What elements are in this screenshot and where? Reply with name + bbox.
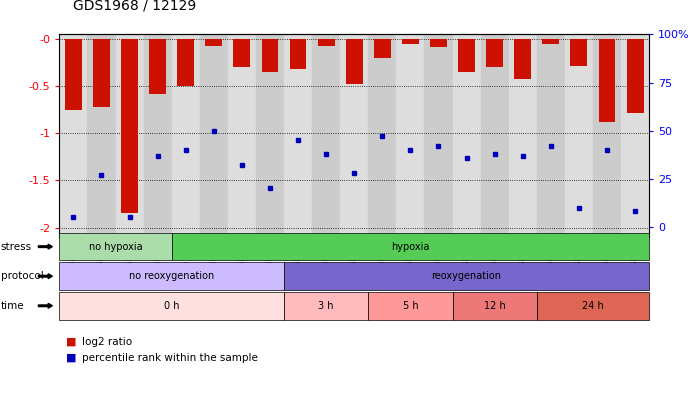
Text: 3 h: 3 h (318, 301, 334, 311)
Text: 5 h: 5 h (403, 301, 418, 311)
Bar (87, 34, 115, 237)
Bar (430, 39, 447, 47)
Bar (177, 39, 194, 86)
Bar (284, 34, 312, 237)
Bar (290, 39, 306, 69)
Bar (228, 34, 256, 237)
Bar (458, 39, 475, 72)
Bar (374, 39, 391, 58)
Bar (369, 34, 396, 237)
Bar (149, 39, 166, 94)
Bar (424, 34, 452, 237)
Bar (200, 34, 228, 237)
Bar (621, 34, 649, 237)
Bar (509, 34, 537, 237)
Bar (570, 39, 587, 66)
Text: log2 ratio: log2 ratio (82, 337, 132, 347)
Bar (144, 34, 172, 237)
Bar (542, 39, 559, 44)
Bar (93, 39, 110, 107)
Text: ■: ■ (66, 353, 77, 363)
Bar (256, 34, 284, 237)
Bar (65, 39, 82, 110)
Text: stress: stress (1, 242, 32, 252)
Bar (514, 39, 531, 79)
Bar (402, 39, 419, 44)
Bar (312, 34, 340, 237)
Text: reoxygenation: reoxygenation (431, 271, 502, 281)
Bar (318, 39, 334, 46)
Bar (262, 39, 279, 72)
Text: protocol: protocol (1, 271, 43, 281)
Bar (452, 34, 481, 237)
Text: 12 h: 12 h (484, 301, 505, 311)
Bar (396, 34, 424, 237)
Text: time: time (1, 301, 24, 311)
Bar (346, 39, 363, 84)
Bar (487, 39, 503, 67)
Bar (59, 34, 87, 237)
Text: 0 h: 0 h (164, 301, 179, 311)
Bar (205, 39, 222, 46)
Bar (565, 34, 593, 237)
Text: percentile rank within the sample: percentile rank within the sample (82, 353, 258, 363)
Bar (627, 39, 644, 113)
Text: no reoxygenation: no reoxygenation (129, 271, 214, 281)
Bar (599, 39, 616, 122)
Text: no hypoxia: no hypoxia (89, 242, 142, 252)
Text: ■: ■ (66, 337, 77, 347)
Bar (593, 34, 621, 237)
Bar (537, 34, 565, 237)
Bar (121, 39, 138, 213)
Text: GDS1968 / 12129: GDS1968 / 12129 (73, 0, 197, 12)
Text: 24 h: 24 h (582, 301, 604, 311)
Bar (233, 39, 251, 67)
Text: hypoxia: hypoxia (391, 242, 429, 252)
Bar (115, 34, 144, 237)
Bar (481, 34, 509, 237)
Bar (340, 34, 369, 237)
Bar (172, 34, 200, 237)
